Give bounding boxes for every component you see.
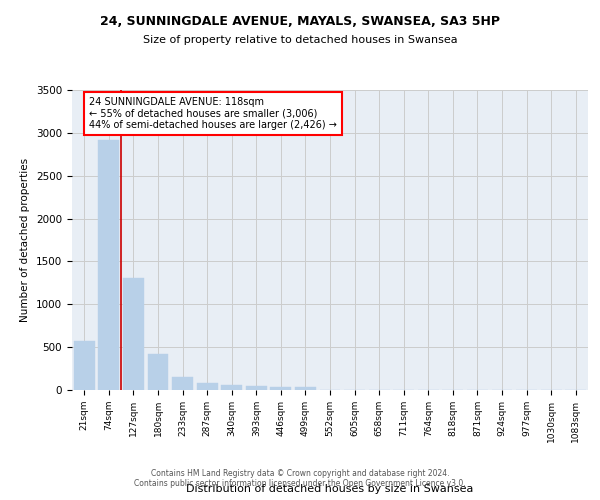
Bar [123, 278, 144, 390]
Bar [98, 140, 119, 390]
Bar [221, 385, 242, 390]
Bar [271, 386, 292, 390]
Bar [74, 341, 95, 390]
Bar [197, 383, 218, 390]
Text: 24 SUNNINGDALE AVENUE: 118sqm
← 55% of detached houses are smaller (3,006)
44% o: 24 SUNNINGDALE AVENUE: 118sqm ← 55% of d… [89, 97, 337, 130]
Bar [295, 387, 316, 390]
Bar [148, 354, 169, 390]
Text: 24, SUNNINGDALE AVENUE, MAYALS, SWANSEA, SA3 5HP: 24, SUNNINGDALE AVENUE, MAYALS, SWANSEA,… [100, 15, 500, 28]
Bar [246, 386, 267, 390]
Bar [172, 376, 193, 390]
Text: Contains public sector information licensed under the Open Government Licence v3: Contains public sector information licen… [134, 478, 466, 488]
Text: Size of property relative to detached houses in Swansea: Size of property relative to detached ho… [143, 35, 457, 45]
Y-axis label: Number of detached properties: Number of detached properties [20, 158, 31, 322]
Text: Contains HM Land Registry data © Crown copyright and database right 2024.: Contains HM Land Registry data © Crown c… [151, 468, 449, 477]
X-axis label: Distribution of detached houses by size in Swansea: Distribution of detached houses by size … [187, 484, 473, 494]
